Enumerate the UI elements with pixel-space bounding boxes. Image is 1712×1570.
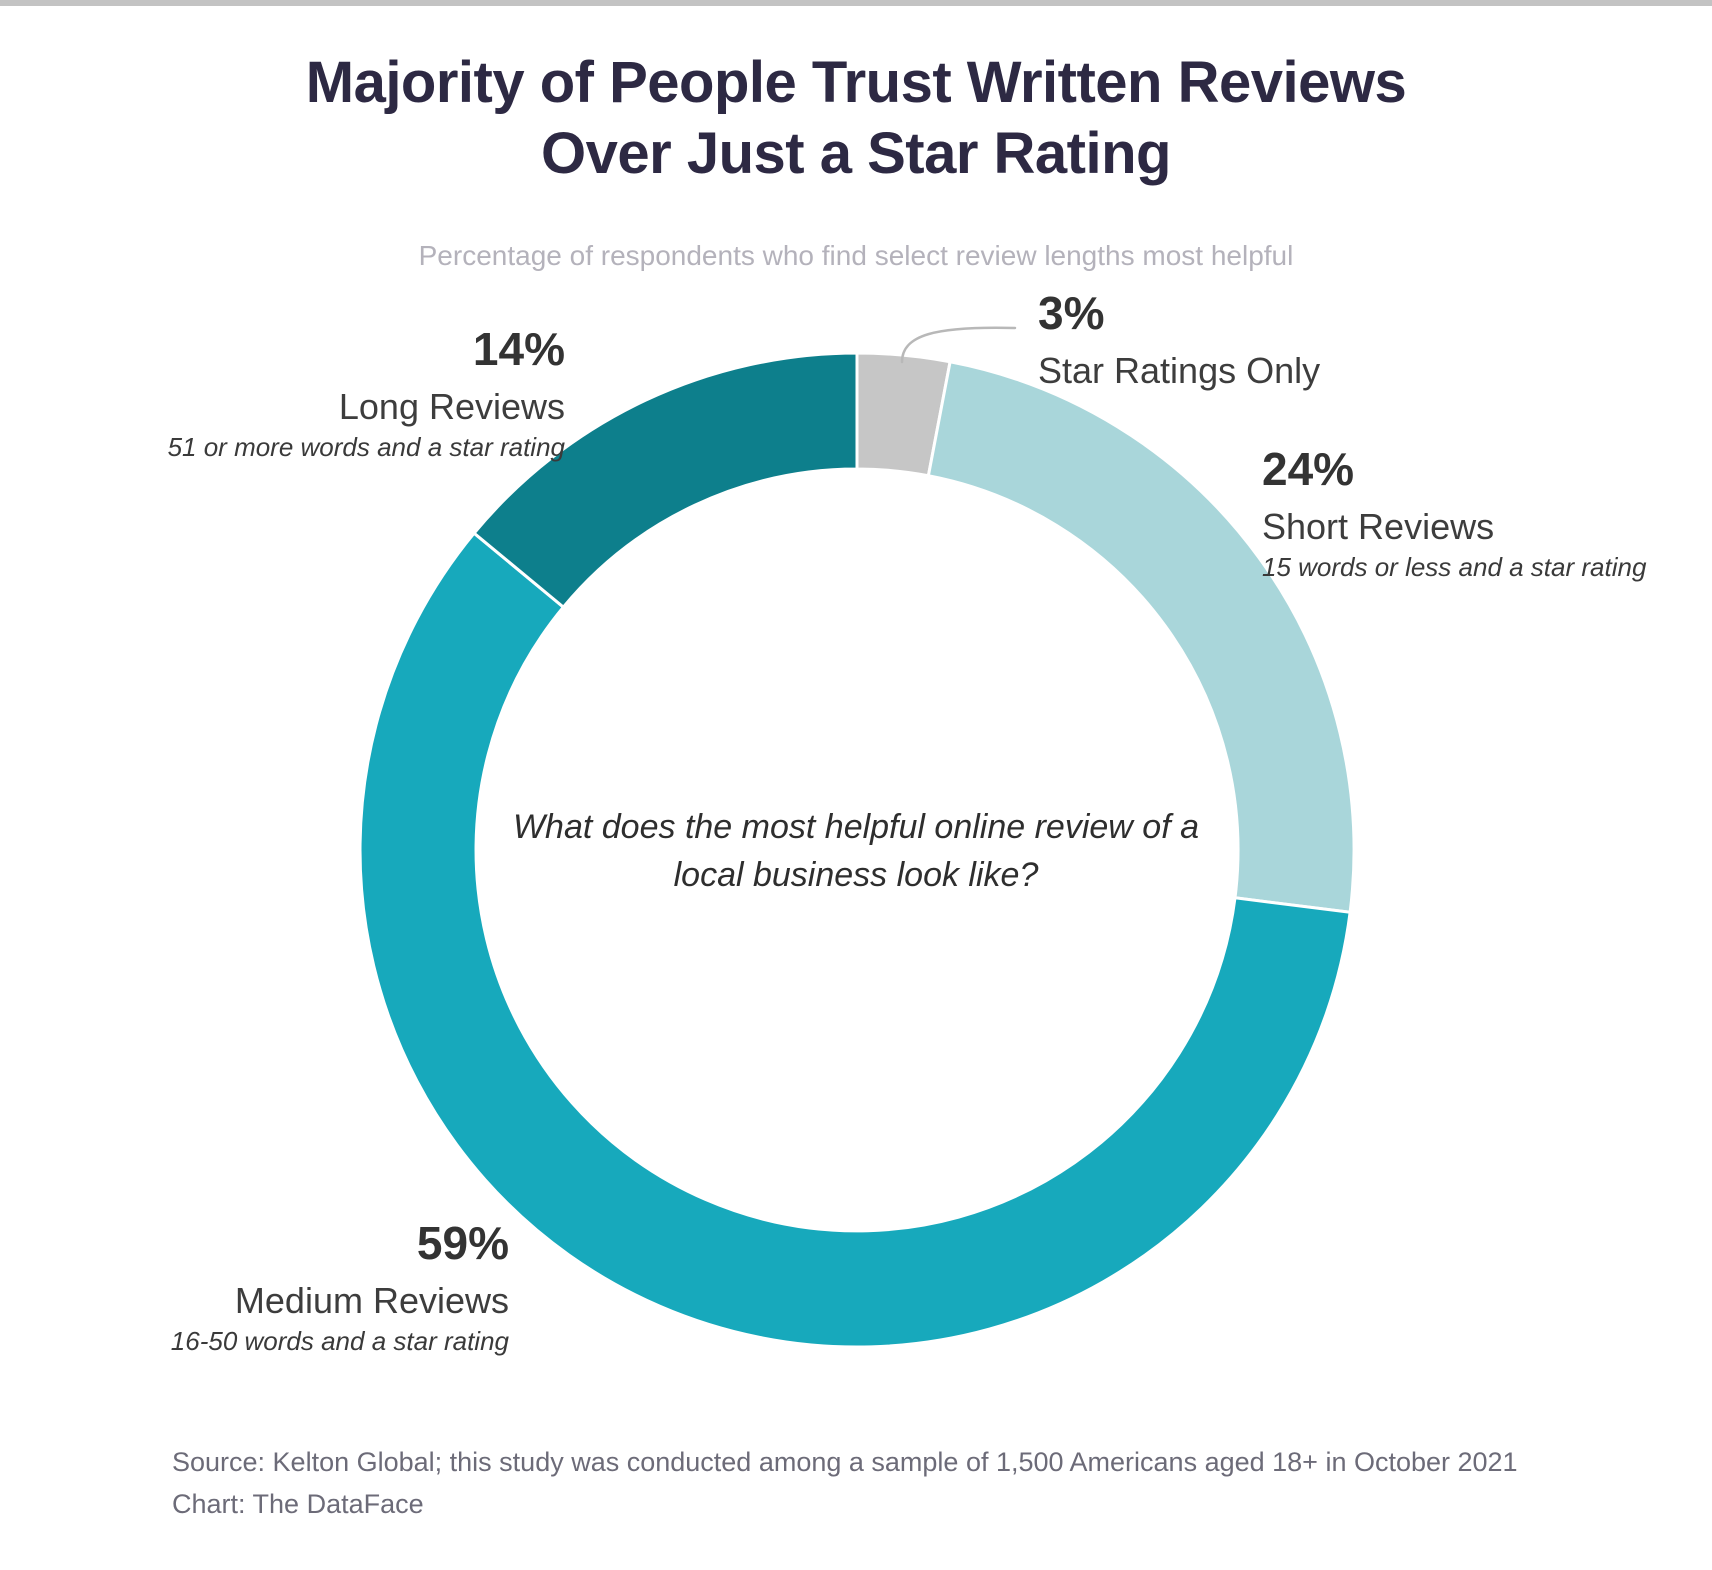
callout-long-reviews: 14% Long Reviews 51 or more words and a …	[168, 326, 565, 464]
callout-short-reviews: 24% Short Reviews 15 words or less and a…	[1262, 446, 1646, 584]
page-title-line1: Majority of People Trust Written Reviews	[305, 50, 1407, 115]
long-reviews-percentage: 14%	[472, 323, 565, 375]
donut-segment-long-reviews	[471, 351, 859, 610]
long-reviews-label: Long Reviews	[338, 386, 565, 427]
star-ratings-percentage: 3%	[1038, 287, 1105, 339]
short-reviews-percentage: 24%	[1262, 443, 1355, 495]
footer: Source: Kelton Global; this study was co…	[172, 1442, 1518, 1526]
medium-reviews-label: Medium Reviews	[234, 1280, 509, 1321]
short-reviews-label: Short Reviews	[1262, 506, 1495, 547]
callout-medium-reviews: 59% Medium Reviews 16-50 words and a sta…	[171, 1220, 509, 1358]
medium-reviews-percentage: 59%	[416, 1217, 509, 1269]
center-question: What does the most helpful online review…	[512, 808, 1200, 894]
page-subtitle: Percentage of respondents who find selec…	[418, 240, 1294, 271]
leader-line-star-ratings	[900, 326, 1017, 364]
star-ratings-label: Star Ratings Only	[1038, 350, 1321, 391]
callout-star-ratings-only: 3% Star Ratings Only	[1038, 290, 1320, 391]
page-title: Majority of People Trust Written Reviews…	[0, 48, 1712, 190]
short-reviews-description: 15 words or less and a star rating	[1262, 552, 1647, 583]
medium-reviews-description: 16-50 words and a star rating	[170, 1326, 509, 1357]
source-text: Source: Kelton Global; this study was co…	[172, 1447, 1518, 1477]
chart-credit: Chart: The DataFace	[172, 1488, 424, 1519]
donut-segment-medium-reviews	[358, 531, 1352, 1349]
top-gray-bar	[0, 0, 1712, 6]
long-reviews-description: 51 or more words and a star rating	[167, 432, 565, 463]
donut-segments	[358, 351, 1356, 1349]
donut-segment-short-reviews	[926, 360, 1356, 914]
page-title-line2: Over Just a Star Rating	[541, 120, 1171, 186]
